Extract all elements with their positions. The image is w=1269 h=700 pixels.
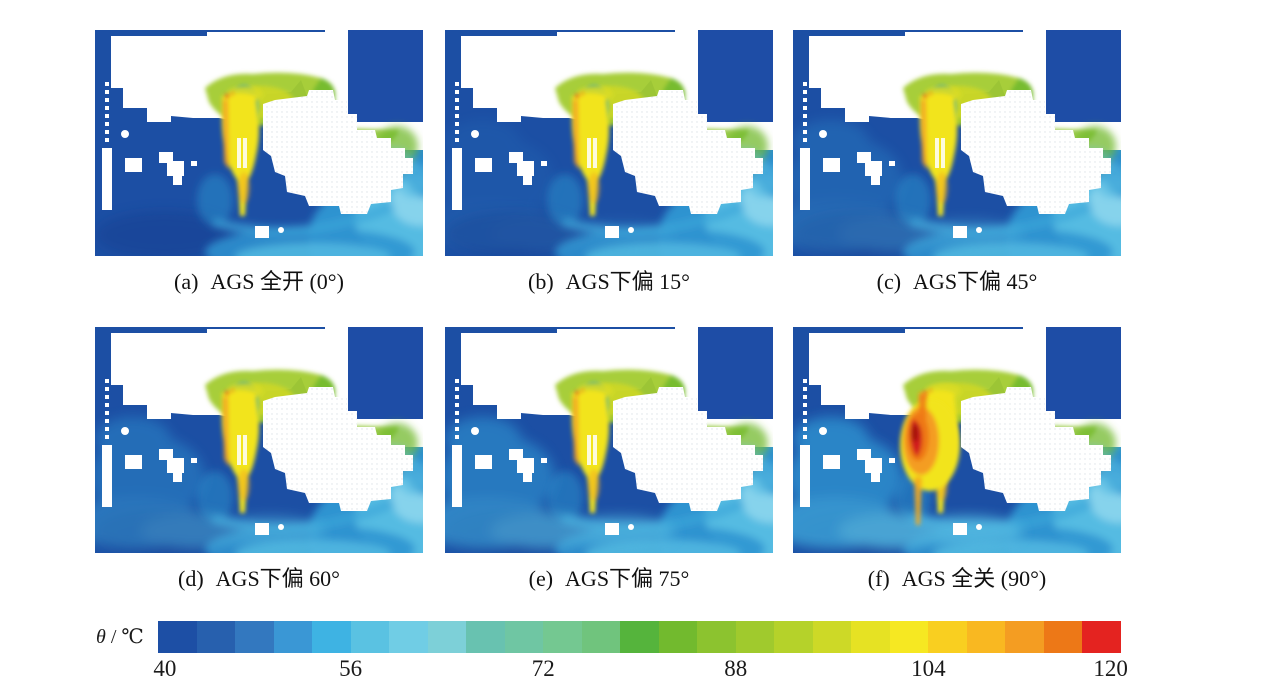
colorbar-cell bbox=[1005, 621, 1044, 653]
panel-a-text: AGS 全开 (0°) bbox=[210, 269, 344, 294]
contour-plot-c bbox=[793, 30, 1121, 256]
panel-c-text: AGS下偏 45° bbox=[913, 269, 1038, 294]
panel-f-caption: (f) AGS 全关 (90°) bbox=[793, 561, 1121, 593]
panel-d-caption: (d) AGS下偏 60° bbox=[95, 561, 423, 593]
panel-b-caption: (b) AGS下偏 15° bbox=[445, 264, 773, 296]
colorbar-cell bbox=[889, 621, 929, 653]
panel-d-text: AGS下偏 60° bbox=[215, 566, 340, 591]
panel-d: (d) AGS下偏 60° bbox=[95, 327, 423, 591]
colorbar-cell bbox=[389, 621, 428, 653]
panel-c-label: (c) bbox=[876, 269, 902, 294]
colorbar-cell bbox=[697, 621, 736, 653]
panel-a-caption: (a) AGS 全开 (0°) bbox=[95, 264, 423, 296]
theta-symbol: θ bbox=[96, 626, 106, 648]
colorbar-unit: ℃ bbox=[121, 626, 144, 648]
colorbar-cell bbox=[158, 621, 197, 653]
panel-f: (f) AGS 全关 (90°) bbox=[793, 327, 1121, 591]
contour-plot-b bbox=[445, 30, 773, 256]
colorbar-cell bbox=[928, 621, 967, 653]
contour-plot-a bbox=[95, 30, 423, 256]
panel-c: (c) AGS下偏 45° bbox=[793, 30, 1121, 294]
panel-e-caption: (e) AGS下偏 75° bbox=[445, 561, 773, 593]
colorbar-cell bbox=[812, 621, 852, 653]
colorbar-tick: 56 bbox=[339, 656, 363, 681]
colorbar-tick: 40 bbox=[153, 656, 177, 681]
contour-plot-f bbox=[793, 327, 1121, 553]
panel-b-label: (b) bbox=[528, 269, 554, 294]
colorbar-cell bbox=[350, 621, 390, 653]
colorbar-cell bbox=[466, 621, 505, 653]
colorbar-cell bbox=[235, 621, 274, 653]
colorbar-tick: 104 bbox=[911, 656, 946, 681]
colorbar-cell bbox=[774, 621, 813, 653]
colorbar-tick: 72 bbox=[531, 656, 555, 681]
colorbar-cell bbox=[735, 621, 775, 653]
colorbar-cell bbox=[543, 621, 582, 653]
colorbar-cells bbox=[158, 621, 1121, 653]
panel-a: (a) AGS 全开 (0°) bbox=[95, 30, 423, 294]
panel-c-caption: (c) AGS下偏 45° bbox=[793, 264, 1121, 296]
colorbar-cell bbox=[427, 621, 467, 653]
contour-plot-e bbox=[445, 327, 773, 553]
colorbar-tick: 120 bbox=[1093, 656, 1128, 681]
panel-d-label: (d) bbox=[178, 566, 204, 591]
colorbar-label: θ / ℃ bbox=[96, 621, 144, 653]
panel-b: (b) AGS下偏 15° bbox=[445, 30, 773, 294]
panel-f-label: (f) bbox=[867, 566, 890, 591]
colorbar-cell bbox=[620, 621, 659, 653]
panel-e: (e) AGS下偏 75° bbox=[445, 327, 773, 591]
colorbar-cell bbox=[581, 621, 621, 653]
colorbar-cell bbox=[273, 621, 313, 653]
colorbar-cell bbox=[966, 621, 1006, 653]
colorbar-cell bbox=[196, 621, 236, 653]
colorbar-cell bbox=[312, 621, 351, 653]
panel-b-text: AGS下偏 15° bbox=[565, 269, 690, 294]
colorbar-ticks: 40 56 72 88 104 120 bbox=[153, 656, 1128, 686]
contour-plot-d bbox=[95, 327, 423, 553]
colorbar-cell bbox=[851, 621, 890, 653]
colorbar-cell bbox=[1043, 621, 1083, 653]
panel-a-label: (a) bbox=[174, 269, 199, 294]
panel-e-label: (e) bbox=[528, 566, 554, 591]
colorbar-separator: / bbox=[105, 626, 122, 648]
colorbar-tick: 88 bbox=[724, 656, 748, 681]
colorbar-cell bbox=[658, 621, 698, 653]
panel-f-text: AGS 全关 (90°) bbox=[901, 566, 1047, 591]
panel-e-text: AGS下偏 75° bbox=[565, 566, 690, 591]
colorbar-cell bbox=[1082, 621, 1121, 653]
colorbar-cell bbox=[504, 621, 544, 653]
